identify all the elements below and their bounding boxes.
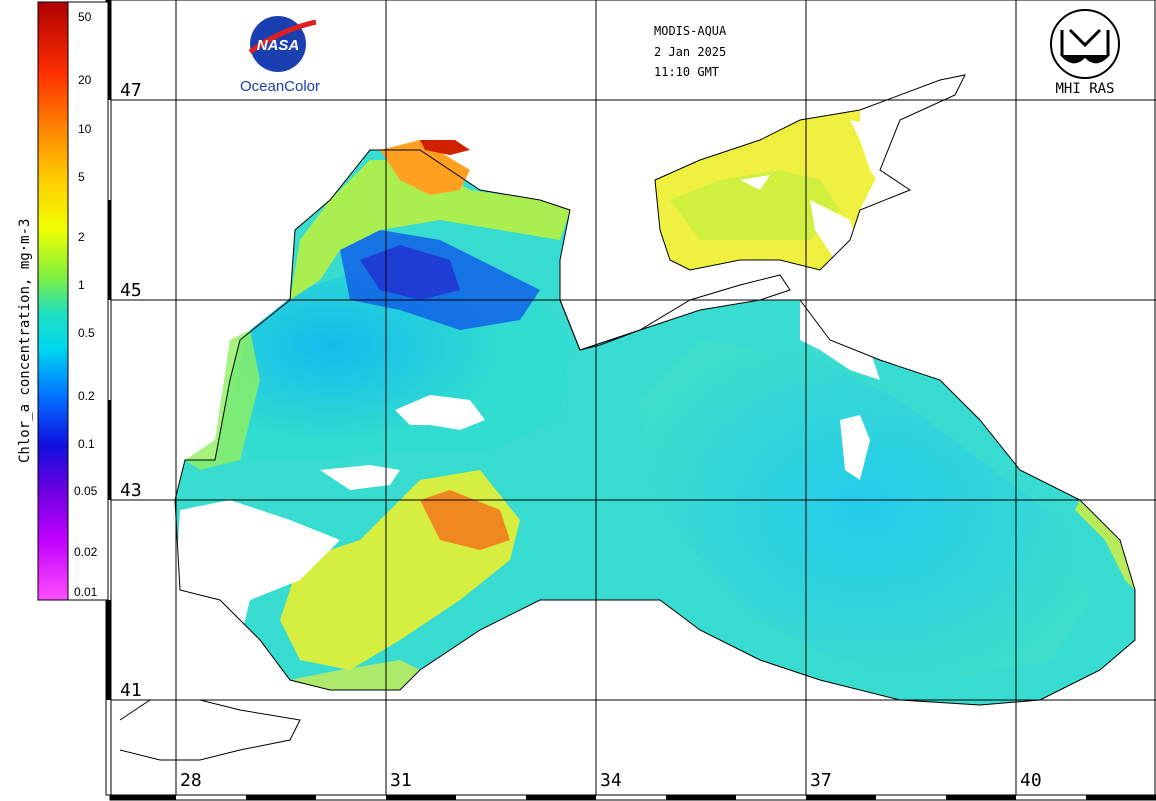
colorbar-tick-label: 5 [78,170,85,184]
oceancolor-caption: OceanColor [240,78,320,95]
dnieper-estuary-orange [380,140,470,195]
lat-label-45: 45 [120,280,142,301]
bottom-scale-bar [109,794,1156,801]
colorbar-tick-label: 0.5 [78,326,95,340]
lon-label-37: 37 [810,770,832,791]
colorbar-tick-label: 50 [78,10,92,24]
colorbar-title: Chlor_a concentration, mg·m-3 [17,219,33,463]
cloud-mask [175,120,910,670]
colorbar-tick-label: 0.01 [74,585,98,599]
colorbar-tick-label: 0.1 [78,437,95,451]
colorbar-tick-label: 20 [78,73,92,87]
colorbar-tick-label: 0.2 [78,389,95,403]
lat-label-43: 43 [120,480,142,501]
nasa-logo: NASA OceanColor [240,16,320,95]
date-label: 2 Jan 2025 [654,45,726,59]
lon-label-28: 28 [180,770,202,791]
lat-label-47: 47 [120,80,142,101]
dnieper-estuary-red [420,140,470,155]
time-label: 11:10 GMT [654,65,719,79]
west-coast-green [185,330,260,470]
crimea-coastline [559,260,791,351]
colorbar-tick-label: 0.05 [74,484,98,498]
sensor-label: MODIS-AQUA [654,24,727,38]
east-coast-yellow [1075,500,1135,590]
azov-green [670,170,840,240]
east-basin-water [640,340,1090,680]
lon-label-31: 31 [390,770,412,791]
colorbar-ramp [37,1,69,601]
lon-label-40: 40 [1020,770,1042,791]
colorbar-tick-label: 2 [78,230,85,244]
colorbar-tick-panel [67,1,109,601]
mhi-ras-logo: MHI RAS [1050,9,1120,97]
lat-label-41: 41 [120,680,142,701]
southwest-bloom-core [420,490,510,550]
south-coast-yellow [290,660,420,690]
northwest-coastal-high [290,160,570,300]
nasa-badge-text: NASA [257,37,300,54]
colorbar-tick-label: 1 [78,278,85,292]
colorbar-tick-label: 10 [78,122,92,136]
colorbar-tick-label: 0.02 [74,545,98,559]
mhi-ras-caption: MHI RAS [1055,81,1114,97]
lon-label-34: 34 [600,770,622,791]
graticule [110,0,1156,795]
azov-coastline [654,74,966,271]
northwest-shelf-deep-blue [360,245,460,300]
